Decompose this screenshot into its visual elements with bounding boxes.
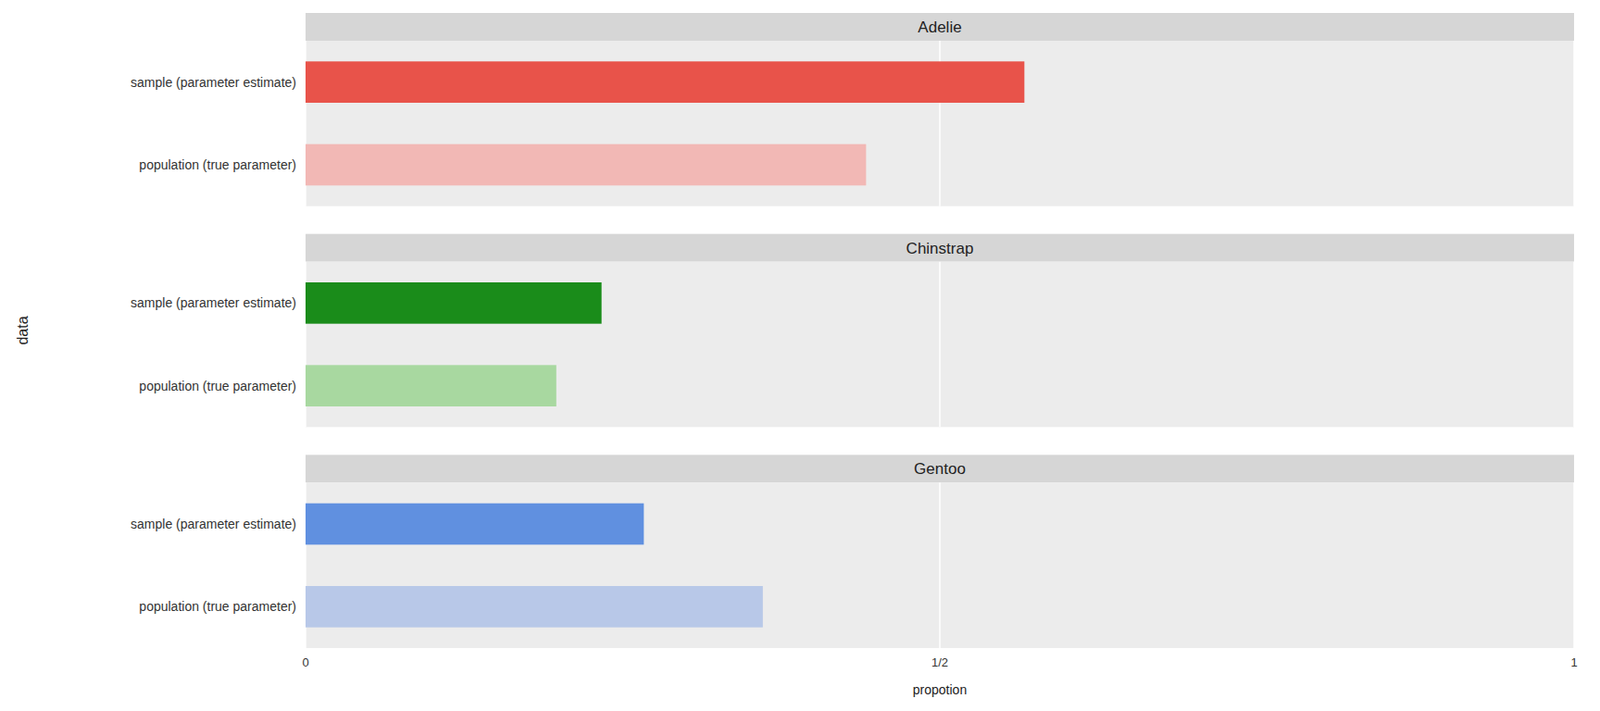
- bars: [305, 282, 602, 407]
- plot-background: [305, 262, 1575, 428]
- y-tick-label: sample (parameter estimate): [130, 516, 297, 532]
- x-tick-label: 1: [1570, 655, 1577, 670]
- bar: [305, 144, 866, 187]
- x-tick-label: 0: [301, 655, 309, 670]
- page-body: {"chart_data": [ {"type": "bar", "orient…: [0, 0, 1600, 711]
- grid-line: [938, 482, 941, 649]
- facet-panel: Chinstrap sample (parameter estimate) popu…: [14, 234, 1575, 428]
- bar: [305, 503, 644, 546]
- bar: [305, 364, 557, 407]
- y-tick-label: population (true parameter): [138, 157, 297, 173]
- bar: [305, 61, 1025, 103]
- plot-background: [305, 40, 1575, 207]
- plot-background: [305, 482, 1575, 649]
- y-tick-label: sample (parameter estimate): [130, 75, 297, 90]
- grid-line: [938, 262, 941, 428]
- facet-title: Adelie: [917, 18, 962, 37]
- facet-title: Chinstrap: [906, 239, 975, 258]
- bars: [305, 503, 763, 628]
- y-tick-label: sample (parameter estimate): [130, 295, 297, 311]
- chart-root: Adelie sample (parameter estimate) populat…: [0, 0, 1600, 711]
- grid-line: [1573, 262, 1575, 428]
- x-tick-label: 1/2: [931, 655, 949, 670]
- grid-line: [1573, 40, 1575, 207]
- facet-panel: Adelie sample (parameter estimate) populat…: [130, 12, 1575, 207]
- title-strip: [305, 234, 1575, 263]
- x-axis-label: propotion: [912, 682, 967, 698]
- facet-panel: Gentoo 0 1/2 1 sample (parameter estimate) po…: [130, 454, 1578, 698]
- title-strip: [305, 454, 1575, 483]
- grid-line: [1573, 482, 1575, 649]
- title-strip: [305, 12, 1575, 41]
- bars: [305, 61, 1025, 186]
- facet-title: Gentoo: [913, 460, 966, 478]
- y-tick-label: population (true parameter): [138, 378, 297, 394]
- y-tick-label: population (true parameter): [138, 599, 297, 614]
- bar: [305, 282, 602, 325]
- bar: [305, 586, 763, 628]
- y-axis-label: data: [14, 315, 31, 345]
